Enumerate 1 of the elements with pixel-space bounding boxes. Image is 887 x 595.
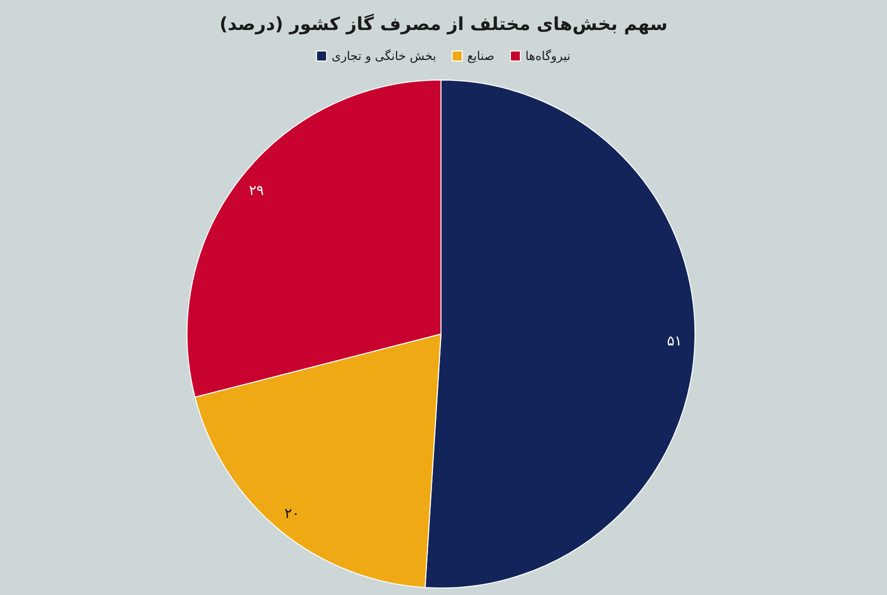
title: سهم بخش‌های مختلف از مصرف گاز کشور (درصد) xyxy=(219,14,668,35)
